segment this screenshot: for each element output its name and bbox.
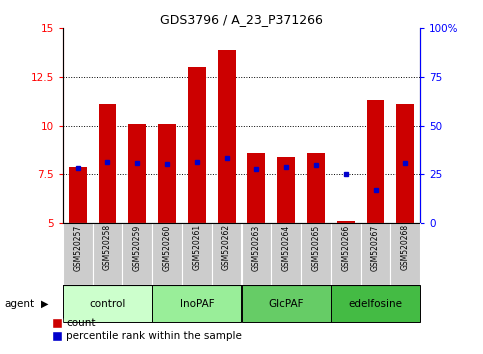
Bar xyxy=(242,285,331,322)
Bar xyxy=(218,50,236,223)
Text: edelfosine: edelfosine xyxy=(349,298,402,309)
Bar xyxy=(271,223,301,285)
Bar xyxy=(331,223,361,285)
Bar xyxy=(307,153,325,223)
Bar xyxy=(397,104,414,223)
Text: GSM520266: GSM520266 xyxy=(341,224,350,270)
Bar xyxy=(69,166,86,223)
Text: GSM520257: GSM520257 xyxy=(73,224,82,270)
Bar xyxy=(158,124,176,223)
Bar xyxy=(331,285,420,322)
Bar xyxy=(277,157,295,223)
Bar xyxy=(390,223,420,285)
Bar xyxy=(99,104,116,223)
Text: GSM520259: GSM520259 xyxy=(133,224,142,270)
Bar xyxy=(247,153,265,223)
Bar xyxy=(242,223,271,285)
Bar xyxy=(182,223,212,285)
Bar xyxy=(212,223,242,285)
Bar xyxy=(152,223,182,285)
Text: control: control xyxy=(89,298,126,309)
Bar xyxy=(152,285,242,322)
Text: GSM520261: GSM520261 xyxy=(192,224,201,270)
Text: ▶: ▶ xyxy=(41,299,49,309)
Bar xyxy=(361,223,390,285)
Bar xyxy=(122,223,152,285)
Legend: count, percentile rank within the sample: count, percentile rank within the sample xyxy=(49,314,246,346)
Bar xyxy=(63,285,152,322)
Text: GSM520262: GSM520262 xyxy=(222,224,231,270)
Bar xyxy=(301,223,331,285)
Text: GSM520258: GSM520258 xyxy=(103,224,112,270)
Text: GSM520265: GSM520265 xyxy=(312,224,320,270)
Text: GSM520264: GSM520264 xyxy=(282,224,291,270)
Text: GSM520260: GSM520260 xyxy=(163,224,171,270)
Text: agent: agent xyxy=(5,299,35,309)
Bar xyxy=(128,124,146,223)
Bar xyxy=(337,221,355,223)
Bar xyxy=(188,67,206,223)
Bar xyxy=(367,101,384,223)
Title: GDS3796 / A_23_P371266: GDS3796 / A_23_P371266 xyxy=(160,13,323,26)
Text: GSM520263: GSM520263 xyxy=(252,224,261,270)
Text: GlcPAF: GlcPAF xyxy=(269,298,304,309)
Text: GSM520267: GSM520267 xyxy=(371,224,380,270)
Text: GSM520268: GSM520268 xyxy=(401,224,410,270)
Bar xyxy=(93,223,122,285)
Bar xyxy=(63,223,93,285)
Text: InoPAF: InoPAF xyxy=(180,298,214,309)
